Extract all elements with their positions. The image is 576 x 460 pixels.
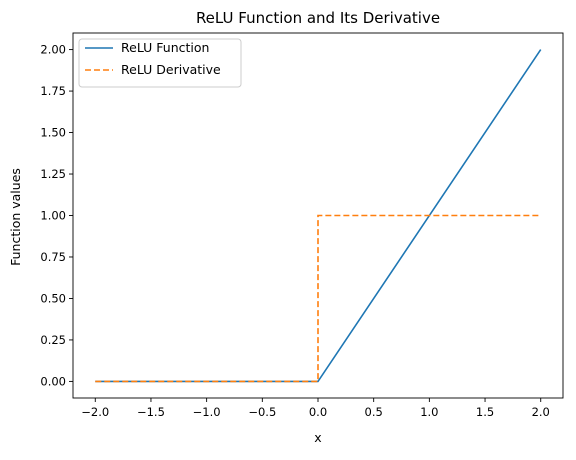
x-tick-label: 0.5 (365, 405, 383, 419)
plot-area (95, 49, 542, 383)
y-tick-label: 2.00 (40, 43, 66, 57)
y-tick-label: 0.00 (40, 374, 66, 388)
y-tick-label: 1.25 (40, 167, 66, 181)
x-tick-label: −2.0 (81, 405, 109, 419)
x-tick-label: 2.0 (532, 405, 550, 419)
y-tick-label: 0.75 (40, 250, 66, 264)
x-tick-label: −1.0 (193, 405, 221, 419)
legend: ReLU Function ReLU Derivative (78, 38, 242, 88)
axes: −2.0 −1.5 −1.0 −0.5 0.0 0.5 1.0 1.5 2.0 0.00 0.25 0… (40, 32, 564, 419)
y-tick-label: 1.00 (40, 209, 66, 223)
x-tick-label: −1.5 (137, 405, 165, 419)
legend-label-1: ReLU Function (121, 40, 209, 55)
y-axis-label: Function values (8, 168, 23, 266)
x-tick-label: 1.5 (476, 405, 494, 419)
chart-title: ReLU Function and Its Derivative (196, 9, 440, 27)
x-tick-label: 1.0 (420, 405, 438, 419)
x-tick-label: −0.5 (248, 405, 276, 419)
y-tick-label: 0.25 (40, 333, 66, 347)
y-tick-label: 1.50 (40, 126, 66, 140)
legend-box (78, 38, 242, 88)
y-tick-label: 1.75 (40, 84, 66, 98)
legend-label-2: ReLU Derivative (121, 62, 221, 77)
y-tick-label: 0.50 (40, 291, 66, 305)
series-line-2 (95, 214, 541, 383)
x-axis-label: x (314, 430, 321, 445)
x-tick-label: 0.0 (309, 405, 327, 419)
